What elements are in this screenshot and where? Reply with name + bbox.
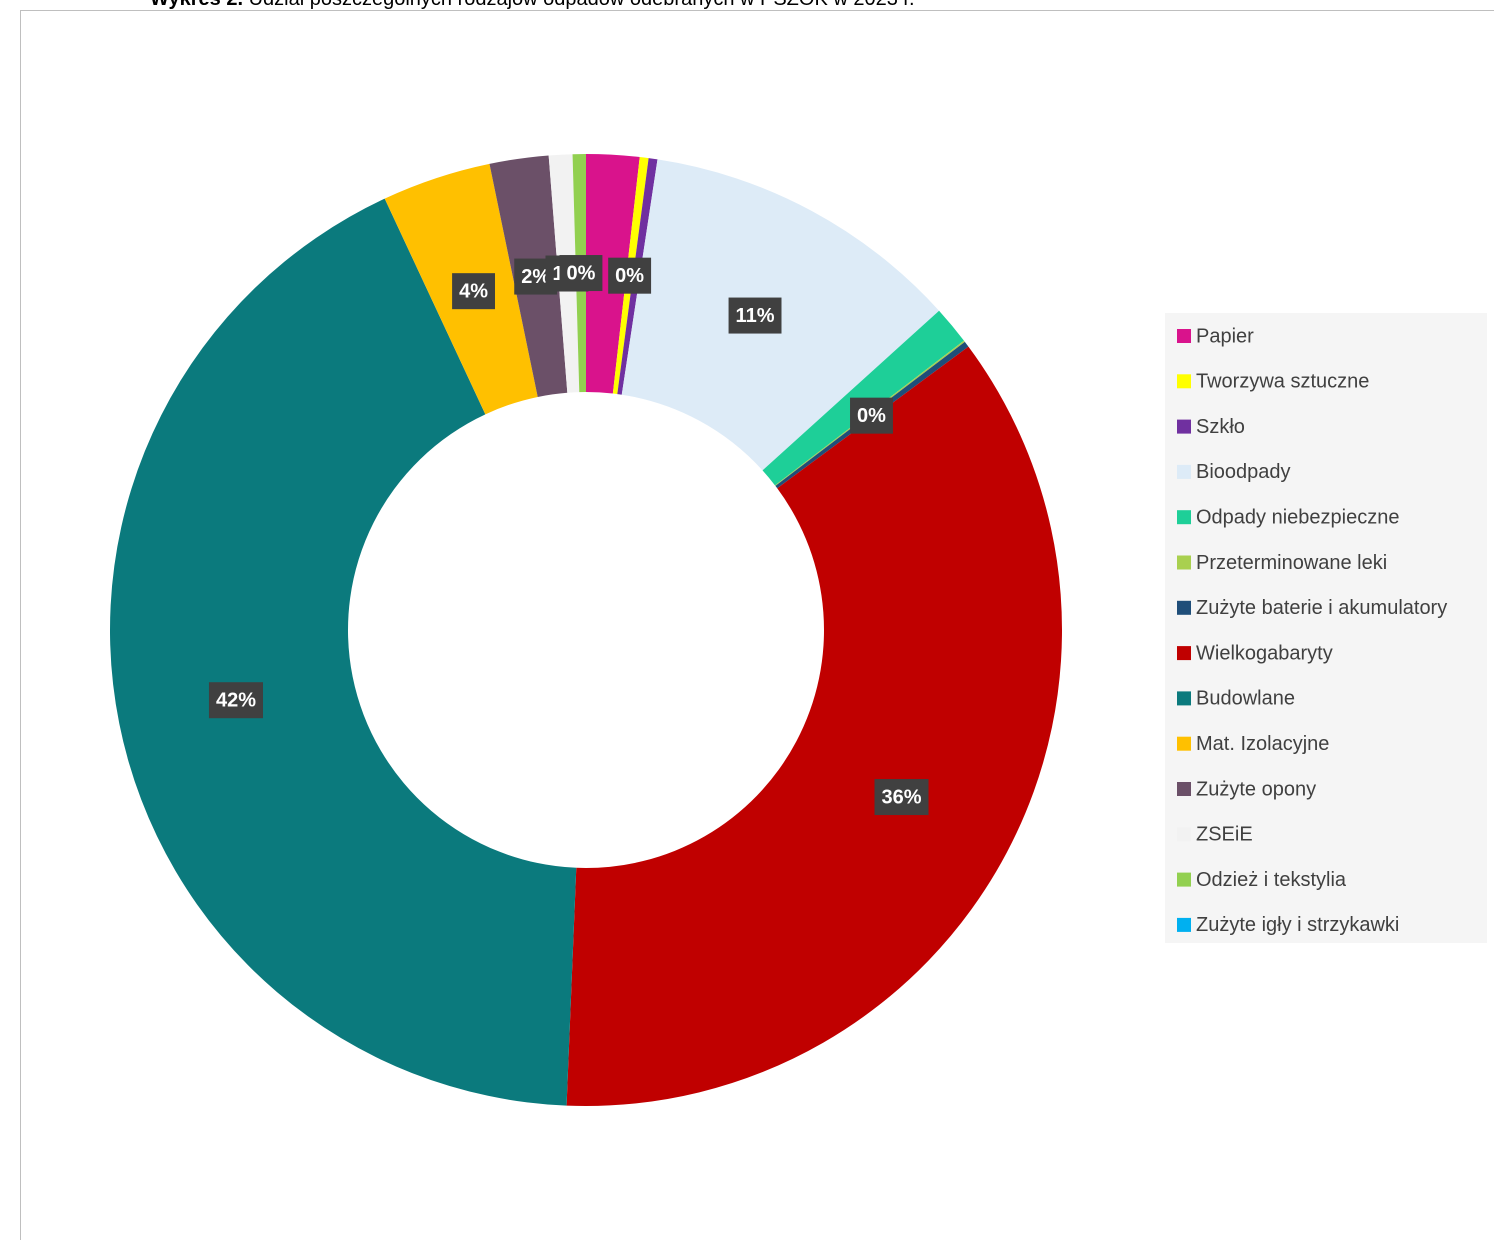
legend-label: Zużyte baterie i akumulatory bbox=[1196, 597, 1447, 619]
legend-swatch bbox=[1177, 601, 1191, 615]
legend-label: Bioodpady bbox=[1196, 461, 1291, 483]
legend-label: Mat. Izolacyjne bbox=[1196, 733, 1329, 755]
legend-label: ZSEiE bbox=[1196, 824, 1253, 846]
data-label: 11% bbox=[736, 305, 775, 327]
legend-swatch bbox=[1177, 782, 1191, 796]
title-text: Udział poszczególnych rodzajów odpadów o… bbox=[249, 0, 915, 10]
legend-label: Tworzywa sztuczne bbox=[1196, 371, 1369, 393]
data-label: 4% bbox=[459, 280, 488, 302]
legend-swatch bbox=[1177, 646, 1191, 660]
legend-swatch bbox=[1177, 420, 1191, 434]
legend-swatch bbox=[1177, 374, 1191, 388]
chart-title: Wykres 2. Udział poszczególnych rodzajów… bbox=[150, 0, 915, 10]
legend-box bbox=[1165, 313, 1487, 943]
legend-swatch bbox=[1177, 918, 1191, 932]
legend-label: Przeterminowane leki bbox=[1196, 552, 1387, 574]
legend-swatch bbox=[1177, 873, 1191, 887]
legend-label: Papier bbox=[1196, 325, 1254, 347]
legend-label: Wielkogabaryty bbox=[1196, 642, 1333, 664]
data-label: 36% bbox=[881, 786, 921, 808]
legend-swatch bbox=[1177, 737, 1191, 751]
legend-label: Szkło bbox=[1196, 416, 1245, 438]
legend-swatch bbox=[1177, 465, 1191, 479]
legend-label: Odpady niebezpieczne bbox=[1196, 506, 1399, 528]
title-label: Wykres 2. bbox=[150, 0, 243, 10]
legend-label: Zużyte igły i strzykawki bbox=[1196, 914, 1399, 936]
data-label: 0% bbox=[857, 405, 886, 427]
legend-swatch bbox=[1177, 827, 1191, 841]
legend-label: Odzież i tekstylia bbox=[1196, 869, 1347, 891]
data-label: 42% bbox=[216, 689, 256, 711]
legend-swatch bbox=[1177, 691, 1191, 705]
legend-label: Zużyte opony bbox=[1196, 778, 1316, 800]
legend-swatch bbox=[1177, 556, 1191, 570]
legend-label: Budowlane bbox=[1196, 688, 1295, 710]
data-label: 0% bbox=[615, 265, 644, 287]
data-label: 0% bbox=[567, 262, 596, 284]
legend-swatch bbox=[1177, 510, 1191, 524]
legend-swatch bbox=[1177, 329, 1191, 343]
